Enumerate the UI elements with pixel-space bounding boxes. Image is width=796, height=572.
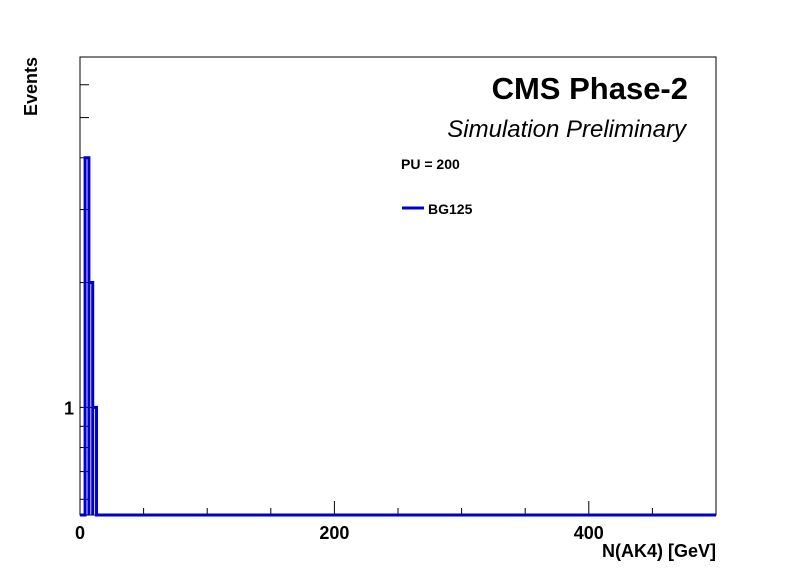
x-tick-label: 0 [75, 523, 85, 543]
x-axis-ticks [79, 501, 717, 515]
x-tick-label: 200 [319, 523, 349, 543]
pileup-annotation: PU = 200 [401, 156, 460, 172]
series-group [80, 156, 716, 517]
legend-label: BG125 [428, 201, 473, 217]
x-axis-tick-labels: 0 200 400 [75, 523, 604, 543]
header-status: Simulation Preliminary [447, 116, 688, 143]
y-axis-label: Events [21, 57, 41, 116]
y-axis-tick-labels: 1 [64, 398, 74, 418]
x-axis-label: N(AK4) [GeV] [602, 541, 716, 561]
histogram-line [80, 156, 716, 517]
header-experiment: CMS Phase-2 [492, 71, 688, 106]
x-tick-label: 400 [574, 523, 604, 543]
y-tick-label: 1 [64, 398, 74, 418]
